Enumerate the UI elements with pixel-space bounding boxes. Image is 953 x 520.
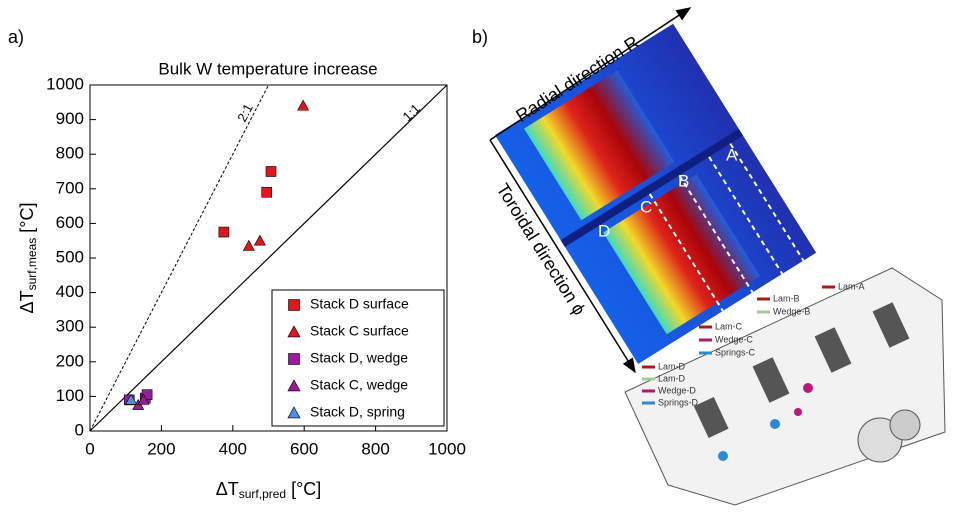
axis-label-part: surf,pred <box>239 487 286 501</box>
marker-triangle <box>297 99 310 111</box>
legend-label: Stack D surface <box>310 296 409 312</box>
zone-label: C <box>640 197 652 216</box>
axis-label-part: [°C] <box>17 203 37 238</box>
marker-square <box>141 389 153 400</box>
cad-label: Wedge-D <box>658 385 696 395</box>
heatmap <box>495 23 817 364</box>
y-tick-label: 500 <box>56 247 84 266</box>
marker-triangle <box>125 393 138 405</box>
x-tick-label: 1000 <box>428 439 466 458</box>
y-tick-label: 700 <box>56 178 84 197</box>
x-tick-label: 800 <box>361 439 389 458</box>
marker-triangle <box>253 234 266 246</box>
axis-arrow <box>489 139 636 374</box>
axis-label-part: ΔT <box>216 479 239 499</box>
legend-label: Stack D, wedge <box>310 350 408 366</box>
marker-triangle <box>287 379 301 392</box>
legend-label: Stack C, wedge <box>310 377 408 393</box>
axis-label-part: ΔT <box>17 290 37 313</box>
legend-label: Stack D, spring <box>310 404 405 420</box>
x-tick-label: 600 <box>290 439 318 458</box>
y-tick-label: 800 <box>56 144 84 163</box>
y-tick-label: 600 <box>56 213 84 232</box>
cad-label: Springs-C <box>715 347 756 357</box>
x-tick-label: 400 <box>219 439 247 458</box>
zone-label: D <box>598 221 610 240</box>
chart-title: Bulk W temperature increase <box>158 59 377 78</box>
marker-square <box>288 299 300 311</box>
marker-square <box>261 186 273 198</box>
legend-box <box>271 289 445 427</box>
reference-label: 2:1 <box>234 101 256 124</box>
x-tick-label: 200 <box>147 439 175 458</box>
marker-square <box>265 166 277 177</box>
panel-label: a) <box>8 27 24 47</box>
reference-label: 1:1 <box>400 101 423 124</box>
marker-square <box>288 353 300 365</box>
axis-label-part: [°C] <box>286 479 321 499</box>
cad-label: Lam-D <box>658 373 686 383</box>
marker-square <box>218 226 230 238</box>
marker-triangle <box>137 393 150 405</box>
cad-label: Lam-B <box>773 293 800 303</box>
panel-label: b) <box>472 27 488 47</box>
axis-label: ΔTsurf,meas [°C] <box>17 203 39 314</box>
axis-label: ΔTsurf,pred [°C] <box>216 479 322 501</box>
marker-triangle <box>242 239 255 251</box>
reference-line <box>89 84 269 432</box>
y-tick-label: 0 <box>75 420 84 439</box>
marker-triangle <box>287 406 301 419</box>
zone-label: A <box>726 145 738 164</box>
marker-triangle <box>287 325 301 338</box>
y-tick-label: 400 <box>56 282 84 301</box>
cad-label: Lam-A <box>838 281 865 291</box>
y-tick-label: 300 <box>56 317 84 336</box>
zone-label: B <box>678 171 689 190</box>
cad-label: Springs-D <box>658 397 699 407</box>
cad-label: Lam-D <box>658 361 686 371</box>
x-tick-label: 0 <box>85 439 94 458</box>
y-tick-label: 200 <box>56 351 84 370</box>
y-tick-label: 100 <box>56 386 84 405</box>
cad-drawing <box>624 267 946 506</box>
y-tick-label: 1000 <box>46 74 84 93</box>
legend-label: Stack C surface <box>310 323 409 339</box>
axis-arrow <box>489 7 692 141</box>
cad-label: Wedge-B <box>773 306 810 316</box>
reference-line <box>89 84 448 432</box>
cad-label: Lam-C <box>715 321 743 331</box>
y-tick-label: 900 <box>56 109 84 128</box>
axis-label-part: surf,meas <box>25 238 39 291</box>
cad-label: Wedge-C <box>715 334 753 344</box>
